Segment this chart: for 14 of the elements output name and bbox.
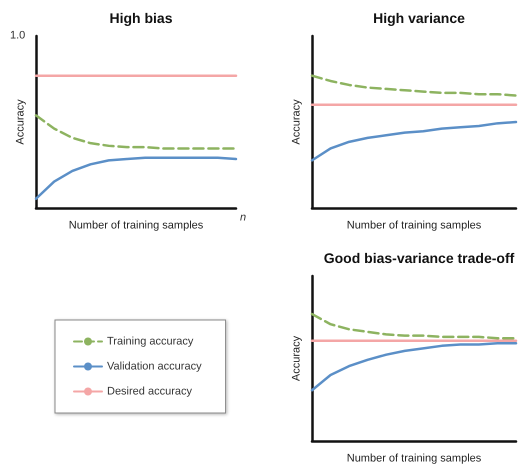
legend-label: Training accuracy [107,336,194,348]
y-axis-title: Accuracy [14,98,26,145]
x-axis-title: Number of training samples [346,220,482,232]
legend-label: Desired accuracy [107,386,192,398]
text: 1.0 [10,30,26,42]
chart-title: High variance [373,10,466,26]
x-axis-title: Number of training samples [68,220,204,232]
text: n [240,212,246,224]
y-axis-title: Accuracy [290,98,302,145]
x-axis-title: Number of training samples [346,452,482,464]
chart-title: Good bias-variance trade-off [324,250,515,266]
legend-label: Validation accuracy [107,360,202,372]
y-axis-title: Accuracy [290,335,302,382]
chart-title: High bias [109,10,173,26]
